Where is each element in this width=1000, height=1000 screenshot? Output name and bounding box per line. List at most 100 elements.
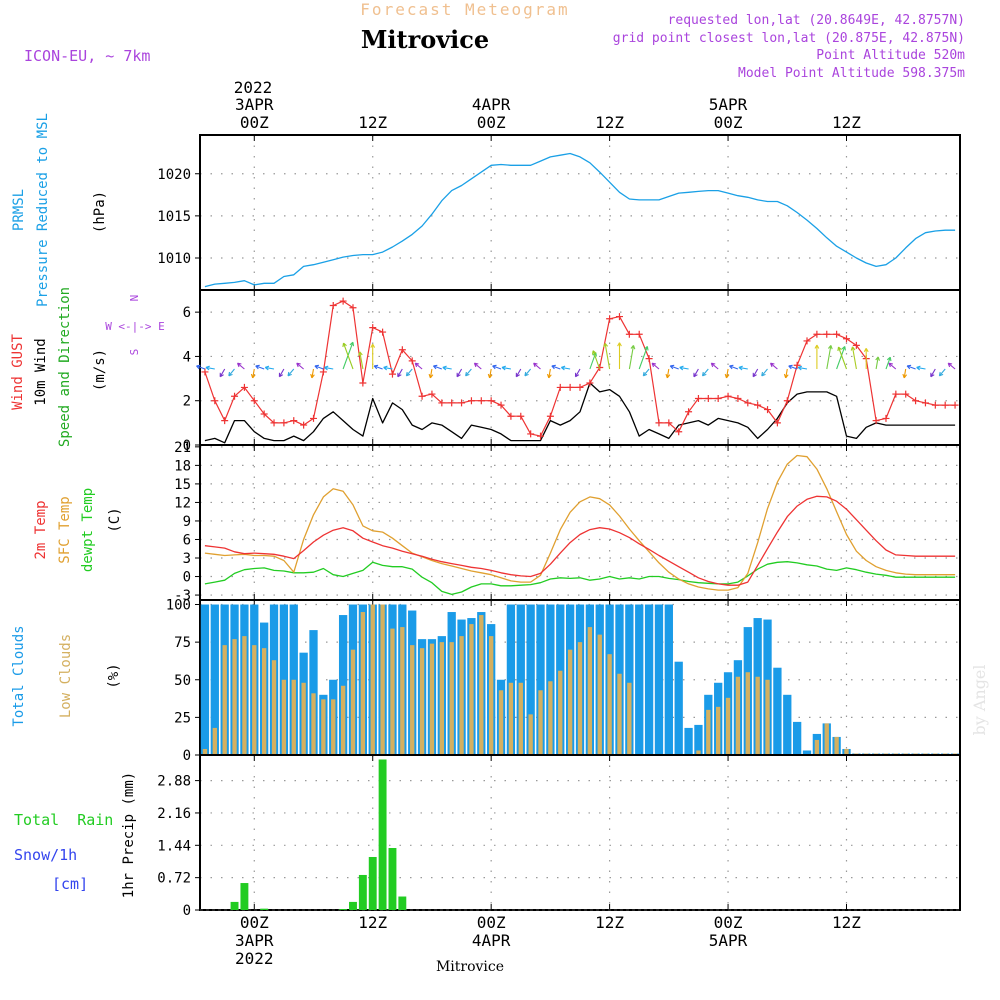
- total-cloud-bar: [773, 667, 782, 755]
- wind-label-gust: Wind GUST: [10, 334, 26, 410]
- wind-direction-arrow: [863, 348, 869, 369]
- gust-point: [211, 397, 219, 405]
- wind-direction-arrow: [560, 365, 571, 371]
- wind-direction-arrow: [738, 365, 748, 371]
- gust-point: [349, 304, 357, 312]
- top-time-label: 5APR: [709, 95, 748, 114]
- gust-point: [576, 383, 584, 391]
- wind-unit: (m/s): [92, 349, 108, 391]
- pressure-label-msl: Pressure Reduced to MSL: [35, 113, 51, 307]
- gust-point: [477, 397, 485, 405]
- wind-direction-arrow: [574, 368, 581, 378]
- compass-s: S: [128, 349, 141, 356]
- footer-location: Mitrovice: [436, 959, 504, 975]
- gust-point: [300, 421, 308, 429]
- wind-direction-arrow: [432, 364, 442, 370]
- gust-point: [606, 315, 614, 323]
- wind-direction-arrow: [617, 342, 622, 369]
- wind-direction-arrow: [487, 368, 493, 379]
- low-cloud-bar: [449, 642, 454, 755]
- panels: 1010101510200246-30369121518210255075100…: [157, 134, 961, 919]
- gust-point: [882, 414, 890, 422]
- low-cloud-bar: [459, 636, 464, 755]
- wind-direction-arrow: [533, 362, 541, 370]
- panel-border: [199, 134, 961, 291]
- rain-bar: [339, 909, 348, 910]
- low-cloud-bar: [331, 699, 336, 755]
- gust-point: [842, 335, 850, 343]
- ytick-label: 9: [183, 514, 191, 530]
- gust-point: [773, 419, 781, 427]
- top-time-label: 12Z: [358, 113, 387, 132]
- ytick-label: 15: [174, 477, 191, 493]
- low-cloud-bar: [400, 627, 405, 755]
- ytick-label: 1015: [157, 209, 191, 225]
- total-cloud-bar: [674, 661, 683, 755]
- wind-direction-arrow: [219, 368, 226, 378]
- wind-direction-arrow: [501, 365, 511, 371]
- gust-point: [675, 428, 683, 436]
- precip-unit: 1hr Precip (mm): [121, 772, 137, 898]
- low-cloud-bar: [410, 645, 415, 755]
- wind-direction-arrow: [814, 344, 820, 369]
- bottom-time-label: 00Z: [477, 913, 506, 932]
- wind-direction-arrow: [196, 364, 206, 370]
- wind-direction-arrow: [228, 368, 235, 377]
- gust-point: [645, 355, 653, 363]
- ytick-label: 6: [183, 305, 191, 321]
- wind-direction-arrow: [591, 350, 601, 370]
- gust-point: [615, 313, 623, 321]
- total-cloud-bar: [506, 604, 516, 755]
- low-cloud-bar: [222, 645, 227, 755]
- low-cloud-bar: [745, 672, 750, 755]
- wind-direction-arrow: [769, 362, 778, 370]
- low-cloud-bar: [696, 750, 701, 755]
- rain-bar: [240, 883, 249, 910]
- wind-side-labels: Wind GUST 10m Wind Speed and Direction (…: [10, 287, 165, 447]
- low-cloud-bar: [242, 636, 247, 755]
- wind-direction-arrow: [888, 362, 897, 370]
- total-cloud-bar: [210, 604, 219, 755]
- wind-direction-arrow: [314, 364, 324, 370]
- ytick-label: 2.88: [157, 774, 191, 790]
- low-cloud-bar: [607, 654, 612, 755]
- top-time-label: 12Z: [595, 113, 624, 132]
- gust-point: [408, 357, 416, 365]
- gust-point: [872, 417, 880, 425]
- gust-point: [754, 401, 762, 409]
- low-cloud-bar: [340, 685, 346, 755]
- gust-point: [290, 417, 298, 425]
- watermark: by Angel: [970, 664, 989, 735]
- ytick-label: -3: [174, 588, 191, 604]
- gust-point: [339, 297, 347, 305]
- gust-point: [685, 408, 693, 416]
- wind-panel: 0 2 4 6: [183, 289, 961, 454]
- top-time-label: 00Z: [477, 113, 506, 132]
- wind-direction-arrow: [551, 364, 561, 370]
- total-cloud-bar: [516, 604, 525, 755]
- wind-label-10m: 10m Wind: [33, 338, 49, 405]
- precip-label-rain: Total Rain: [14, 811, 113, 829]
- wind-direction-arrow: [524, 368, 532, 377]
- total-cloud-bar: [200, 604, 210, 755]
- temp-label-2m: 2m Temp: [33, 500, 49, 559]
- wind-direction-arrow: [589, 352, 597, 370]
- wind-direction-arrow: [638, 345, 649, 370]
- bottom-time-label: 00Z: [240, 913, 269, 932]
- low-cloud-bar: [419, 648, 425, 755]
- low-cloud-bar: [844, 748, 849, 755]
- low-cloud-bar: [360, 612, 366, 755]
- gust-point: [418, 392, 426, 400]
- wind-direction-arrow: [752, 368, 759, 378]
- bottom-time-label: 12Z: [358, 913, 387, 932]
- pressure-panel: 1010 1015 1020: [157, 134, 961, 291]
- wind-direction-arrow: [278, 368, 285, 378]
- rain-bar: [349, 901, 357, 910]
- wind-direction-arrow: [930, 368, 936, 378]
- wind-direction-arrow: [492, 364, 502, 370]
- gust-point: [665, 419, 673, 427]
- gust-point: [704, 395, 712, 402]
- ytick-label: 100: [166, 598, 191, 614]
- gust-point: [833, 330, 841, 338]
- wind-direction-arrow: [255, 364, 265, 370]
